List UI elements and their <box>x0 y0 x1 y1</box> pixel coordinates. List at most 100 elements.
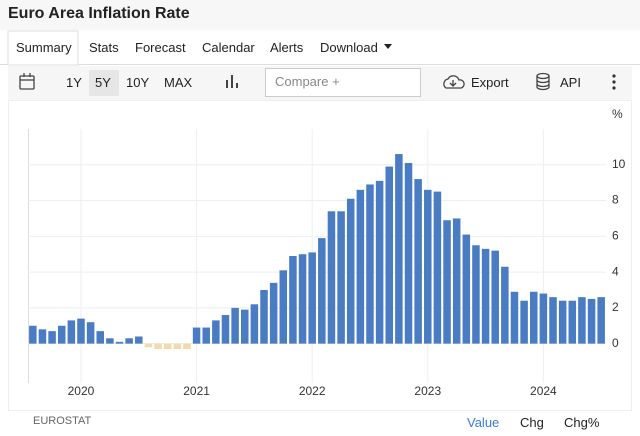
mode-button[interactable]: Chg% <box>564 415 600 430</box>
bar <box>115 341 124 344</box>
y-tick-label: 4 <box>612 264 619 278</box>
compare-input[interactable]: Compare + <box>275 74 340 89</box>
tab[interactable]: Stats <box>89 40 119 55</box>
bar <box>433 191 442 344</box>
x-tick-label: 2021 <box>183 384 210 398</box>
bar <box>308 252 316 344</box>
bar <box>472 245 480 344</box>
bar <box>57 325 66 344</box>
bar <box>221 315 230 344</box>
compare-box <box>265 68 421 97</box>
range-button[interactable]: 1Y <box>66 75 82 90</box>
bar <box>443 220 451 344</box>
bar <box>395 154 403 344</box>
bar <box>578 297 586 344</box>
title-bar <box>0 0 640 30</box>
bar <box>67 320 76 344</box>
bar <box>452 218 461 344</box>
page-title: Euro Area Inflation Rate <box>8 5 190 22</box>
mode-button[interactable]: Chg <box>520 415 544 430</box>
tab[interactable]: Forecast <box>135 40 186 55</box>
bar <box>163 343 172 350</box>
x-tick-label: 2020 <box>68 384 95 398</box>
bar <box>231 307 239 344</box>
y-tick-label: 2 <box>612 300 619 314</box>
y-tick-label: 8 <box>612 193 619 207</box>
bar <box>183 343 191 350</box>
bar <box>260 289 268 344</box>
export-button[interactable]: Export <box>471 75 509 90</box>
bar <box>125 338 133 344</box>
x-tick-label: 2023 <box>414 384 441 398</box>
bar <box>192 327 201 344</box>
bar <box>462 234 471 344</box>
chart-frame <box>8 100 632 411</box>
api-icon <box>536 72 550 91</box>
tab[interactable]: Calendar <box>202 40 255 55</box>
bar <box>346 198 355 344</box>
bar <box>269 282 278 344</box>
bar <box>385 166 394 344</box>
bar <box>366 184 374 344</box>
tab[interactable]: Summary <box>16 40 72 55</box>
bar <box>154 343 162 350</box>
bar <box>173 343 182 350</box>
bar <box>202 327 210 344</box>
range-selected <box>89 70 119 96</box>
bar <box>327 211 336 344</box>
menu-icon <box>612 74 616 90</box>
export-icon <box>443 75 465 89</box>
bar <box>212 320 220 344</box>
bar <box>337 211 345 344</box>
tab[interactable]: Alerts <box>270 40 304 55</box>
bar <box>539 293 548 344</box>
bar <box>424 189 432 344</box>
range-button[interactable]: MAX <box>164 75 193 90</box>
bar <box>529 291 538 344</box>
bar <box>375 180 384 344</box>
bar <box>549 297 557 344</box>
x-tick-label: 2022 <box>299 384 326 398</box>
tab[interactable]: Download <box>320 40 378 55</box>
y-tick-label: 6 <box>612 228 619 242</box>
bar <box>558 300 567 344</box>
range-button[interactable]: 5Y <box>95 75 111 90</box>
range-button[interactable]: 10Y <box>126 75 150 90</box>
bar <box>279 270 288 344</box>
bar <box>86 322 95 344</box>
unit-label: % <box>612 107 623 121</box>
bar <box>289 256 297 344</box>
bar <box>240 309 249 344</box>
y-tick-label: 0 <box>612 336 619 350</box>
bar <box>587 298 596 344</box>
bar <box>298 254 307 344</box>
bar <box>520 300 528 344</box>
bar <box>404 162 413 344</box>
bar <box>144 343 153 348</box>
calendar-icon <box>19 73 35 90</box>
source: EUROSTAT <box>33 415 92 427</box>
bar <box>135 336 143 344</box>
bar <box>38 329 47 344</box>
bar <box>568 300 577 344</box>
bar <box>318 238 326 344</box>
bar <box>510 291 519 344</box>
bar <box>29 325 37 344</box>
bar <box>96 331 105 344</box>
caret <box>384 44 392 49</box>
bar <box>597 297 605 344</box>
bar <box>48 331 56 344</box>
bar <box>481 248 490 344</box>
bar <box>77 318 85 344</box>
bar <box>356 189 365 344</box>
x-tick-label: 2024 <box>530 384 557 398</box>
bar <box>106 338 114 344</box>
bar <box>250 304 259 344</box>
bar <box>414 179 422 344</box>
mode-button[interactable]: Value <box>467 415 500 430</box>
bar <box>501 266 509 344</box>
api-button[interactable]: API <box>560 75 581 90</box>
y-tick-label: 10 <box>612 157 626 171</box>
